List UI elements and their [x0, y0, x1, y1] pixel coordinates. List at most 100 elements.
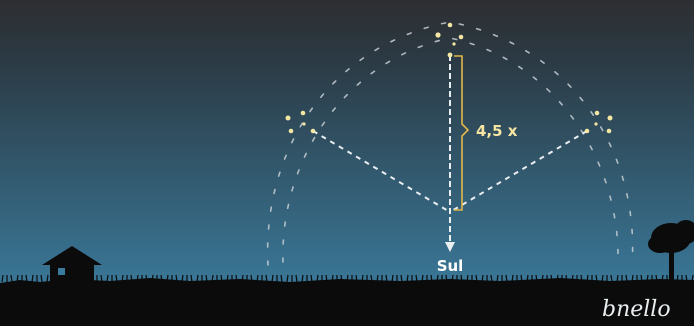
grass-blade: [346, 274, 349, 283]
grass-blade: [151, 274, 154, 283]
star: [452, 42, 456, 46]
star: [300, 110, 306, 116]
grass-blade: [400, 274, 403, 283]
grass-blade: [466, 274, 469, 283]
length-bracket: [454, 55, 470, 211]
grass-blade: [145, 274, 148, 283]
grass-blade: [40, 274, 43, 283]
grass-blade: [631, 274, 634, 283]
star: [310, 128, 316, 134]
grass-blade: [550, 274, 553, 283]
grass-blade: [355, 274, 358, 283]
house-roof: [42, 246, 102, 265]
grass-blade: [16, 274, 19, 283]
grass-blade: [520, 274, 523, 283]
grass-blade: [586, 274, 589, 283]
grass-blade: [340, 274, 343, 283]
star: [447, 22, 453, 28]
grass-blade: [436, 274, 439, 283]
grass-blade: [475, 274, 478, 283]
grass-blade: [286, 274, 289, 283]
star: [302, 122, 306, 126]
tree-crown: [648, 235, 672, 253]
grass-blade: [316, 274, 319, 283]
grass-blade: [331, 274, 334, 283]
grass-blade: [385, 274, 388, 283]
grass-blade: [661, 274, 664, 283]
grass-blade: [10, 274, 13, 283]
grass-blade: [490, 274, 493, 283]
grass-blade: [160, 274, 163, 283]
southern-cross-icon: [584, 110, 613, 134]
grass-blade: [505, 274, 508, 283]
grass-blade: [301, 274, 304, 283]
southern-cross-icon: [435, 22, 464, 58]
grass-blade: [106, 274, 109, 283]
rotation-arc-outer: [266, 21, 634, 266]
grass-blade: [556, 274, 559, 283]
grass-blade: [691, 274, 694, 283]
grass-blade: [361, 274, 364, 283]
ground-silhouette: [0, 278, 694, 326]
grass-blade: [190, 274, 193, 283]
grass-blade: [370, 274, 373, 283]
grass-blade: [526, 274, 529, 283]
grass-blade: [211, 274, 214, 283]
artist-signature: bnello: [602, 297, 671, 322]
grass-blade: [511, 274, 514, 283]
grass-blade: [430, 274, 433, 283]
grass-blade: [181, 274, 184, 283]
grass-blade: [205, 274, 208, 283]
grass-blade: [220, 274, 223, 283]
grass-blade: [121, 274, 124, 283]
length-bracket-shape: [454, 55, 470, 211]
grass-blade: [295, 274, 298, 283]
multiplier-label: 4,5 x: [476, 122, 518, 140]
tree-trunk: [669, 248, 674, 284]
grass-blade: [226, 274, 229, 283]
house-body: [50, 264, 94, 284]
grass-blade: [46, 274, 49, 283]
grass-blade: [166, 274, 169, 283]
grass-blade: [616, 274, 619, 283]
tree-crown: [674, 220, 694, 244]
grass-blade: [376, 274, 379, 283]
grass-blade: [241, 274, 244, 283]
grass-blade: [481, 274, 484, 283]
star: [607, 115, 613, 121]
south-guide: [445, 55, 455, 252]
grass-blade: [640, 274, 643, 283]
star: [584, 128, 590, 134]
grass-blade: [580, 274, 583, 283]
grass-blade: [685, 274, 688, 283]
star: [435, 32, 441, 38]
grass-blade: [271, 274, 274, 283]
grass-blade: [655, 274, 658, 283]
tree-silhouette-icon: [648, 220, 694, 284]
grass-blade: [196, 274, 199, 283]
arrow-down-icon: [445, 242, 455, 252]
star: [606, 128, 612, 134]
grass-blade: [535, 274, 538, 283]
grass-blade: [25, 274, 28, 283]
grass-blade: [571, 274, 574, 283]
grass-blade: [646, 274, 649, 283]
grass-blade: [406, 274, 409, 283]
grass-blade: [250, 274, 253, 283]
grass-blade: [415, 274, 418, 283]
pointer-lines: [312, 130, 588, 213]
grass-blade: [595, 274, 598, 283]
house-window: [58, 268, 65, 275]
grass-blade: [136, 274, 139, 283]
south-label: Sul: [437, 257, 464, 275]
star: [285, 115, 291, 121]
pointer-line-left: [312, 130, 451, 213]
rotation-path-arcs: [266, 21, 634, 266]
grass-blade: [565, 274, 568, 283]
grass-blade: [100, 274, 103, 283]
grass-blade: [280, 274, 283, 283]
grass-blade: [310, 274, 313, 283]
grass-blade: [610, 274, 613, 283]
